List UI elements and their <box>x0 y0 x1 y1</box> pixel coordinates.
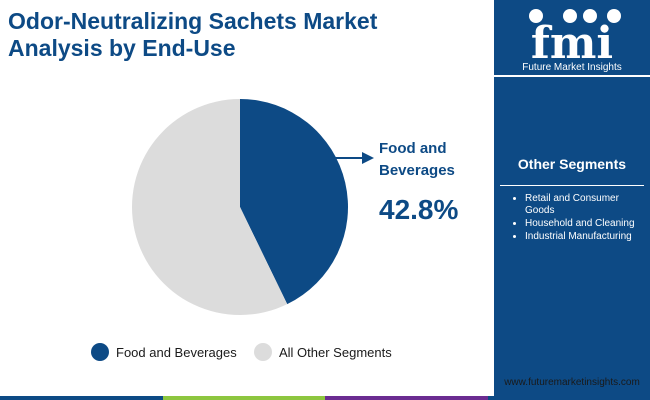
logo-divider <box>494 75 650 77</box>
other-segment-item: Retail and Consumer Goods <box>525 193 648 217</box>
other-segments-list: Retail and Consumer Goods Household and … <box>498 193 648 244</box>
legend-label-all-other-segments: All Other Segments <box>279 344 392 360</box>
callout-label: Food and Beverages <box>379 138 455 182</box>
other-segment-item: Industrial Manufacturing <box>525 231 648 243</box>
legend-swatch-food-and-beverages <box>91 343 109 361</box>
bottom-bar-segment <box>487 396 650 400</box>
callout-label-line-1: Food and <box>379 140 447 157</box>
other-segment-item: Household and Cleaning <box>525 218 648 230</box>
website-url[interactable]: www.futuremarketinsights.com <box>504 377 640 388</box>
pie-slice-food-and-beverages <box>240 99 348 305</box>
bottom-color-bar <box>0 396 650 400</box>
legend-item-all-other-segments: All Other Segments <box>254 342 392 362</box>
logo-wordmark: fmi <box>531 18 613 62</box>
callout-arrow-icon <box>332 152 374 164</box>
fmi-logo-icon: fmi <box>529 9 621 62</box>
legend-swatch-all-other-segments <box>254 343 272 361</box>
pie-chart <box>131 99 348 316</box>
legend-label-food-and-beverages: Food and Beverages <box>116 344 237 360</box>
bottom-bar-segment <box>162 396 325 400</box>
bottom-bar-segment <box>0 396 163 400</box>
chart-title: Odor-Neutralizing Sachets Market Analysi… <box>8 8 478 62</box>
chart-title-line-1: Odor-Neutralizing Sachets Market <box>8 8 378 34</box>
legend-item-food-and-beverages: Food and Beverages <box>91 342 237 362</box>
bottom-bar-segment <box>325 396 488 400</box>
brand-name: Future Market Insights <box>522 62 622 73</box>
pie-slice-all-other-segments <box>131 99 288 316</box>
fmi-logo: fmi Future Market Insights <box>510 4 634 74</box>
callout-value: 42.8% <box>379 194 459 225</box>
callout-label-line-2: Beverages <box>379 162 455 179</box>
other-segments-title: Other Segments <box>517 156 627 172</box>
sidebar: fmi Future Market Insights Other Segment… <box>494 0 650 400</box>
chart-title-line-2: Analysis by End-Use <box>8 35 236 61</box>
other-segments-divider <box>500 185 644 186</box>
